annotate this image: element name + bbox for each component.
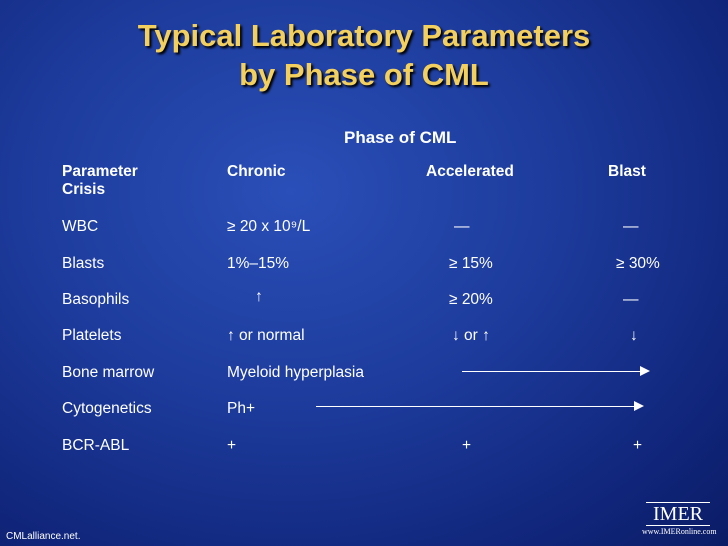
- row-wbc-blast: —: [623, 218, 639, 235]
- logo-name: IMER: [653, 503, 703, 525]
- logo-rule-bottom: [646, 525, 710, 526]
- row-platelets-chronic: ↑ or normal: [227, 327, 305, 344]
- slide-title-line-2: by Phase of CML: [239, 57, 489, 92]
- row-basophils-parameter: Basophils: [62, 291, 130, 308]
- row-bcr-abl-parameter: BCR-ABL: [62, 437, 130, 454]
- phase-header: Phase of CML: [344, 128, 457, 147]
- header-blast: Blast: [608, 163, 646, 180]
- row-bcr-abl-accelerated: +: [462, 437, 472, 454]
- row-wbc-accelerated: —: [454, 218, 470, 235]
- row-basophils-chronic: ↑: [255, 288, 263, 305]
- row-platelets-accelerated: ↓ or ↑: [452, 327, 490, 344]
- row-bcr-abl-blast: +: [633, 437, 643, 454]
- row-wbc-chronic: ≥ 20 x 10⁹/L: [227, 218, 311, 235]
- logo-rule-top: [646, 502, 710, 503]
- source-credit: CMLalliance.net.: [6, 531, 81, 542]
- row-wbc-parameter: WBC: [62, 218, 99, 235]
- cytogenetics-progression-arrow: [316, 401, 644, 411]
- row-bcr-abl-chronic: +: [227, 437, 237, 454]
- logo-url: www.IMERonline.com: [642, 527, 717, 536]
- header-chronic: Chronic: [227, 163, 286, 180]
- row-basophils-accelerated: ≥ 20%: [449, 291, 493, 308]
- row-bone-marrow-chronic: Myeloid hyperplasia: [227, 364, 364, 381]
- row-blasts-accelerated: ≥ 15%: [449, 255, 493, 272]
- header-parameter: Parameter: [62, 163, 138, 180]
- row-bone-marrow-parameter: Bone marrow: [62, 364, 155, 381]
- row-blasts-chronic: 1%–15%: [227, 255, 290, 272]
- header-accelerated: Accelerated: [426, 163, 514, 180]
- row-cytogenetics-parameter: Cytogenetics: [62, 400, 152, 417]
- row-cytogenetics-chronic: Ph+: [227, 400, 256, 417]
- row-basophils-blast: —: [623, 291, 639, 308]
- imer-logo: IMER www.IMERonline.com: [642, 501, 717, 536]
- header-crisis: Crisis: [62, 181, 106, 198]
- row-blasts-blast: ≥ 30%: [616, 255, 660, 272]
- row-platelets-blast: ↓: [630, 327, 638, 344]
- row-blasts-parameter: Blasts: [62, 255, 105, 272]
- slide-title-line-1: Typical Laboratory Parameters: [137, 18, 591, 53]
- bone-marrow-progression-arrow: [462, 366, 650, 376]
- row-platelets-parameter: Platelets: [62, 327, 122, 344]
